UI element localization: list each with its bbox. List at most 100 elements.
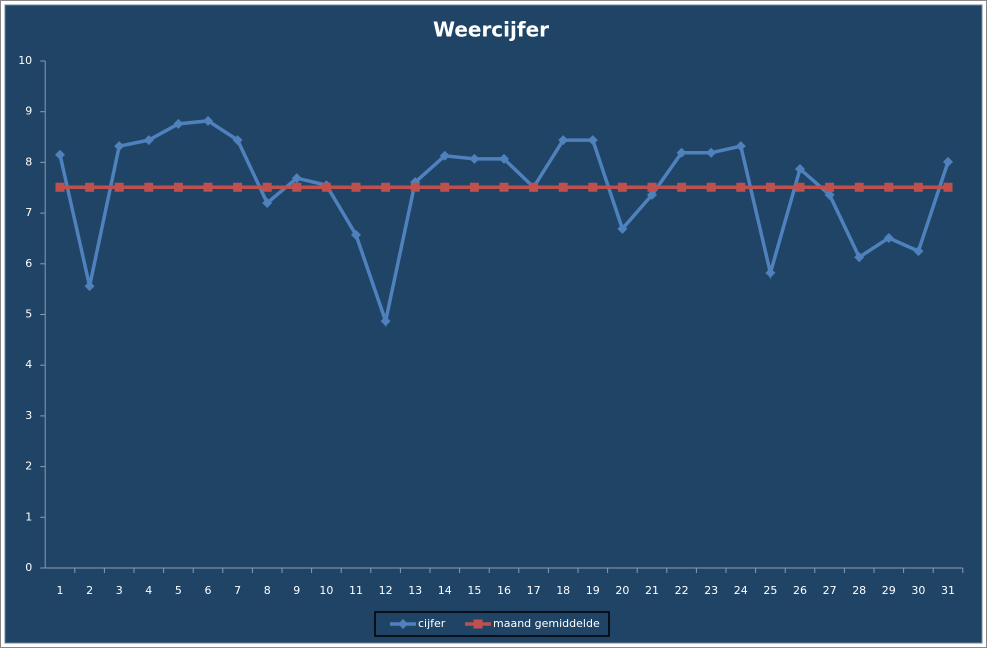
x-tick-label: 24 bbox=[734, 584, 748, 597]
data-point bbox=[203, 182, 213, 192]
data-point bbox=[351, 229, 361, 240]
legend-marker bbox=[473, 619, 483, 629]
x-tick-label: 17 bbox=[527, 584, 541, 597]
x-tick-label: 15 bbox=[467, 584, 481, 597]
data-point bbox=[351, 182, 361, 192]
data-point bbox=[943, 156, 953, 167]
x-tick-label: 29 bbox=[882, 584, 896, 597]
x-tick-label: 26 bbox=[793, 584, 807, 597]
x-tick-label: 3 bbox=[116, 584, 123, 597]
x-tick-label: 12 bbox=[379, 584, 393, 597]
data-point bbox=[647, 182, 657, 192]
y-tick-label: 3 bbox=[25, 409, 32, 422]
data-point bbox=[765, 267, 776, 278]
data-point bbox=[824, 189, 835, 200]
data-point bbox=[913, 246, 924, 257]
x-tick-label: 21 bbox=[645, 584, 659, 597]
x-tick-label: 28 bbox=[852, 584, 866, 597]
data-point bbox=[381, 182, 391, 192]
data-point bbox=[114, 182, 124, 192]
x-tick-label: 10 bbox=[319, 584, 333, 597]
data-point bbox=[795, 163, 805, 174]
data-point bbox=[114, 141, 125, 152]
x-tick-label: 4 bbox=[145, 584, 152, 597]
y-tick-label: 0 bbox=[25, 561, 32, 574]
y-tick-label: 1 bbox=[25, 510, 32, 523]
legend-box bbox=[374, 611, 610, 637]
data-point bbox=[143, 135, 154, 146]
data-point bbox=[765, 182, 775, 192]
data-point bbox=[55, 182, 65, 192]
data-point bbox=[440, 182, 450, 192]
x-tick-label: 30 bbox=[911, 584, 925, 597]
x-tick-label: 6 bbox=[205, 584, 212, 597]
data-point bbox=[676, 147, 687, 158]
data-point bbox=[499, 182, 509, 192]
data-point bbox=[854, 252, 865, 263]
data-point bbox=[410, 182, 420, 192]
x-tick-label: 31 bbox=[941, 584, 955, 597]
y-tick-label: 4 bbox=[25, 358, 32, 371]
data-point bbox=[529, 182, 539, 192]
y-tick-label: 6 bbox=[25, 257, 32, 270]
x-tick-label: 19 bbox=[586, 584, 600, 597]
x-tick-label: 1 bbox=[57, 584, 64, 597]
data-point bbox=[203, 115, 213, 126]
chart-title: Weercijfer bbox=[433, 18, 549, 42]
x-tick-label: 8 bbox=[264, 584, 271, 597]
data-point bbox=[232, 135, 243, 146]
data-point bbox=[292, 182, 302, 192]
data-point bbox=[795, 182, 805, 192]
data-point bbox=[173, 118, 184, 129]
data-point bbox=[380, 316, 391, 327]
y-tick-label: 7 bbox=[25, 206, 32, 219]
data-point bbox=[587, 135, 598, 146]
data-point bbox=[469, 182, 479, 192]
x-tick-label: 7 bbox=[234, 584, 241, 597]
data-point bbox=[84, 281, 95, 292]
x-tick-label: 20 bbox=[615, 584, 629, 597]
x-tick-label: 22 bbox=[675, 584, 689, 597]
x-tick-label: 2 bbox=[86, 584, 93, 597]
x-tick-label: 11 bbox=[349, 584, 363, 597]
data-point bbox=[558, 182, 568, 192]
data-point bbox=[884, 182, 894, 192]
data-point bbox=[617, 223, 628, 234]
x-tick-label: 16 bbox=[497, 584, 511, 597]
data-point bbox=[677, 182, 687, 192]
data-point bbox=[883, 232, 894, 243]
data-point bbox=[588, 182, 598, 192]
data-point bbox=[854, 182, 864, 192]
y-tick-label: 9 bbox=[25, 105, 32, 118]
data-point bbox=[825, 182, 835, 192]
data-point bbox=[617, 182, 627, 192]
data-point bbox=[321, 182, 331, 192]
x-tick-label: 14 bbox=[438, 584, 452, 597]
x-tick-label: 5 bbox=[175, 584, 182, 597]
data-point bbox=[706, 147, 717, 158]
data-point bbox=[558, 135, 569, 146]
x-tick-label: 27 bbox=[823, 584, 837, 597]
data-point bbox=[736, 182, 746, 192]
y-tick-label: 2 bbox=[25, 460, 32, 473]
legend-label: maand gemiddelde bbox=[493, 617, 600, 630]
data-point bbox=[291, 173, 302, 184]
x-tick-label: 18 bbox=[556, 584, 570, 597]
data-point bbox=[144, 182, 154, 192]
data-point bbox=[943, 182, 953, 192]
y-tick-label: 10 bbox=[18, 54, 32, 67]
y-tick-label: 5 bbox=[25, 308, 32, 321]
data-point bbox=[913, 182, 923, 192]
legend-label: cijfer bbox=[418, 617, 446, 630]
data-point bbox=[439, 150, 450, 161]
data-point bbox=[173, 182, 183, 192]
data-point bbox=[647, 189, 657, 200]
data-point bbox=[55, 149, 65, 160]
x-tick-label: 9 bbox=[293, 584, 300, 597]
x-tick-label: 23 bbox=[704, 584, 718, 597]
data-point bbox=[499, 153, 509, 164]
data-point bbox=[85, 182, 95, 192]
data-point bbox=[469, 153, 480, 164]
